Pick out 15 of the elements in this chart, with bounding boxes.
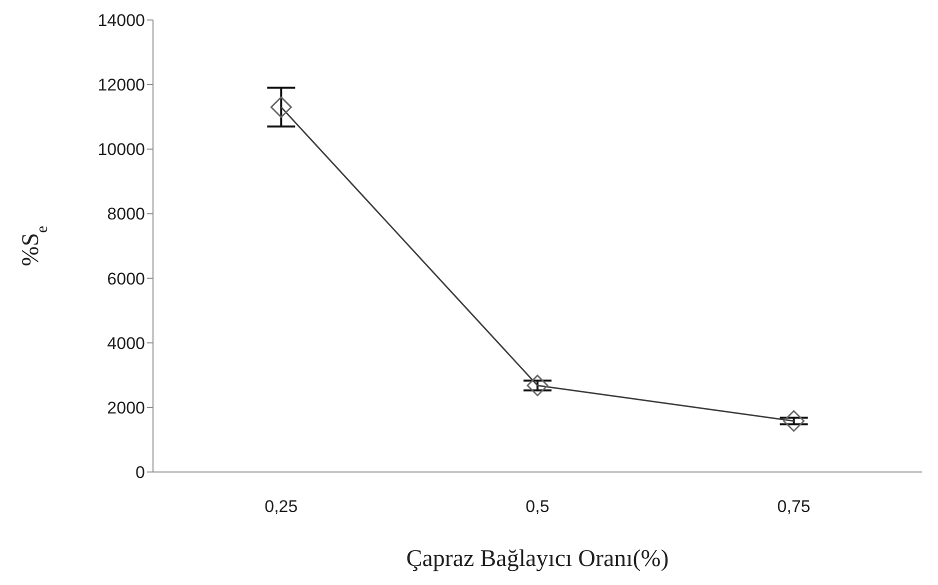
- y-tick-label: 6000: [107, 269, 145, 288]
- point: [526, 374, 548, 396]
- point: [270, 96, 292, 118]
- x-axis-title: Çapraz Bağlayıcı Oranı(%): [406, 546, 669, 572]
- y-tick-label: 2000: [107, 398, 145, 418]
- y-tick-label: 14000: [98, 11, 145, 30]
- y-tick-label: 10000: [98, 140, 145, 160]
- x-tick-label: 0,75: [777, 497, 810, 516]
- y-tick-label: 0: [136, 463, 145, 482]
- x-tick-label: 0,25: [264, 497, 298, 516]
- y-tick-label: 12000: [98, 76, 145, 95]
- x-tick-label: 0,5: [526, 497, 550, 516]
- y-tick-label: 8000: [107, 204, 145, 224]
- y-tick-label: 4000: [107, 334, 145, 353]
- point: [783, 410, 805, 432]
